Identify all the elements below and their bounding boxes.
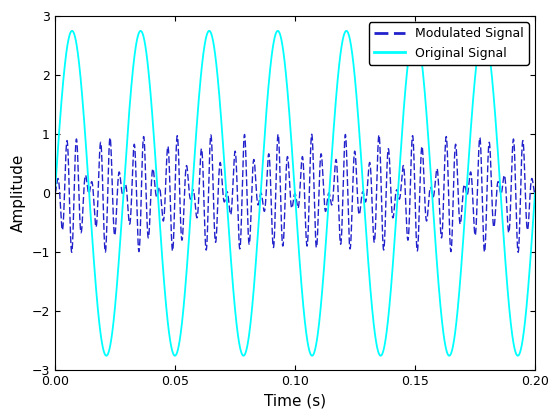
Original Signal xyxy=(342,29,349,34)
Y-axis label: Amplitude: Amplitude xyxy=(11,154,26,233)
Original Signal xyxy=(52,191,58,196)
Original Signal xyxy=(171,353,178,358)
Legend: Modulated Signal, Original Signal: Modulated Signal, Original Signal xyxy=(368,22,529,65)
Line: Modulated Signal: Modulated Signal xyxy=(55,134,535,252)
Original Signal xyxy=(395,178,402,183)
Modulated Signal xyxy=(515,250,521,255)
Modulated Signal xyxy=(360,189,366,194)
Original Signal xyxy=(279,40,286,45)
Modulated Signal xyxy=(52,191,58,196)
X-axis label: Time (s): Time (s) xyxy=(264,394,326,409)
Modulated Signal xyxy=(342,132,349,137)
Modulated Signal xyxy=(171,205,178,210)
Modulated Signal xyxy=(395,195,402,200)
Modulated Signal xyxy=(531,191,538,196)
Line: Original Signal: Original Signal xyxy=(55,31,535,356)
Original Signal xyxy=(531,191,538,196)
Original Signal xyxy=(69,29,76,34)
Modulated Signal xyxy=(278,235,285,240)
Original Signal xyxy=(501,238,507,243)
Original Signal xyxy=(103,353,110,358)
Original Signal xyxy=(360,185,366,190)
Modulated Signal xyxy=(501,174,507,179)
Modulated Signal xyxy=(309,132,315,137)
